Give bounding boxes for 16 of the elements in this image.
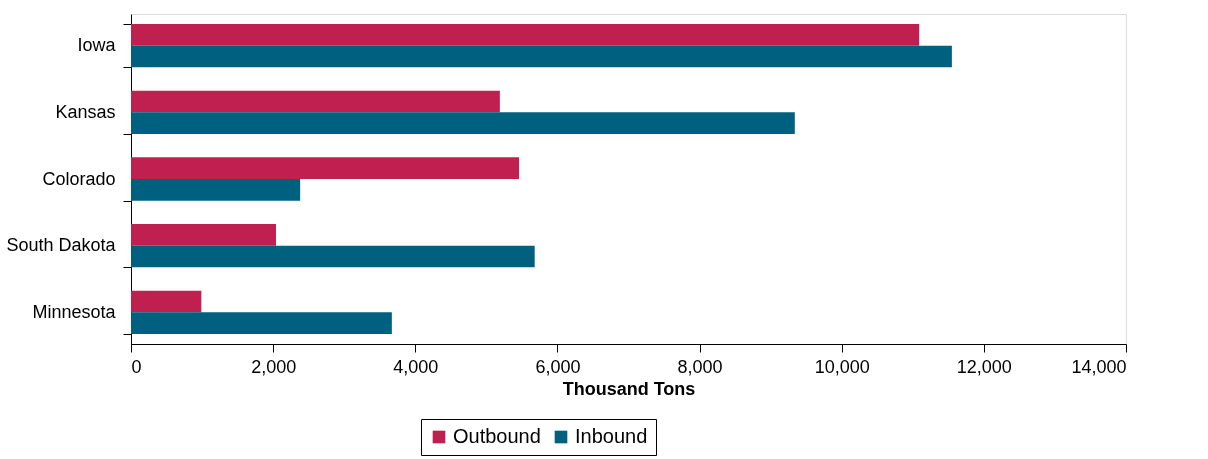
x-tick-label: 6,000: [535, 356, 581, 377]
x-tick-label: 14,000: [1071, 356, 1127, 377]
x-tick-label: 4,000: [393, 356, 439, 377]
y-tick-label: Minnesota: [32, 301, 117, 322]
x-tick-label: 12,000: [956, 356, 1012, 377]
legend-label: Inbound: [575, 425, 648, 447]
legend-label: Outbound: [453, 425, 541, 447]
y-tick-label: Colorado: [42, 168, 116, 189]
x-tick-label: 0: [131, 356, 142, 377]
x-tick-label: 10,000: [814, 356, 870, 377]
x-axis-title: Thousand Tons: [562, 378, 696, 399]
x-tick-label: 8,000: [677, 356, 723, 377]
y-tick-label: Kansas: [55, 101, 116, 122]
y-tick-label: Iowa: [77, 35, 117, 56]
x-tick-label: 2,000: [251, 356, 297, 377]
y-tick-label: South Dakota: [6, 235, 117, 256]
